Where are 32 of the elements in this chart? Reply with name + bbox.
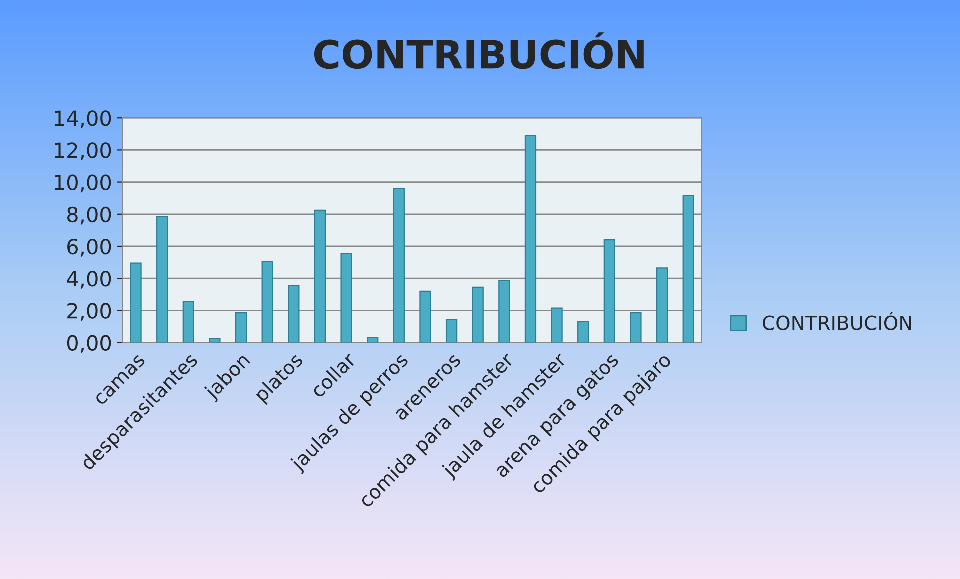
bar <box>551 308 563 343</box>
y-tick-label: 6,00 <box>68 238 112 257</box>
y-tick-label: 12,00 <box>55 142 112 161</box>
y-tick-label: 0,00 <box>67 335 112 354</box>
chart-title: CONTRIBUCIÓN <box>314 32 644 70</box>
bar <box>446 318 458 343</box>
bar <box>288 285 300 343</box>
bar <box>682 195 694 343</box>
bar <box>235 312 248 343</box>
bar <box>340 253 352 343</box>
bar <box>367 337 379 343</box>
bar <box>420 290 432 343</box>
bar <box>393 188 405 343</box>
y-tick-label: 14,00 <box>55 110 112 128</box>
bar <box>156 216 168 343</box>
bar <box>209 338 221 343</box>
y-tick-label: 8,00 <box>67 206 112 225</box>
bar <box>630 312 642 343</box>
y-tick-label: 2,00 <box>68 303 112 322</box>
bar <box>656 268 668 343</box>
bar <box>130 262 142 343</box>
bar <box>524 135 537 343</box>
bar <box>472 286 484 343</box>
bar <box>578 321 590 343</box>
bar <box>262 261 274 343</box>
y-tick-label: 4,00 <box>67 271 112 289</box>
legend-label: CONTRIBUCIÓN <box>763 312 912 330</box>
bar <box>498 280 510 343</box>
bar <box>314 210 326 343</box>
bar <box>604 240 616 343</box>
y-tick-label: 10,00 <box>55 174 112 193</box>
bar <box>182 301 194 343</box>
